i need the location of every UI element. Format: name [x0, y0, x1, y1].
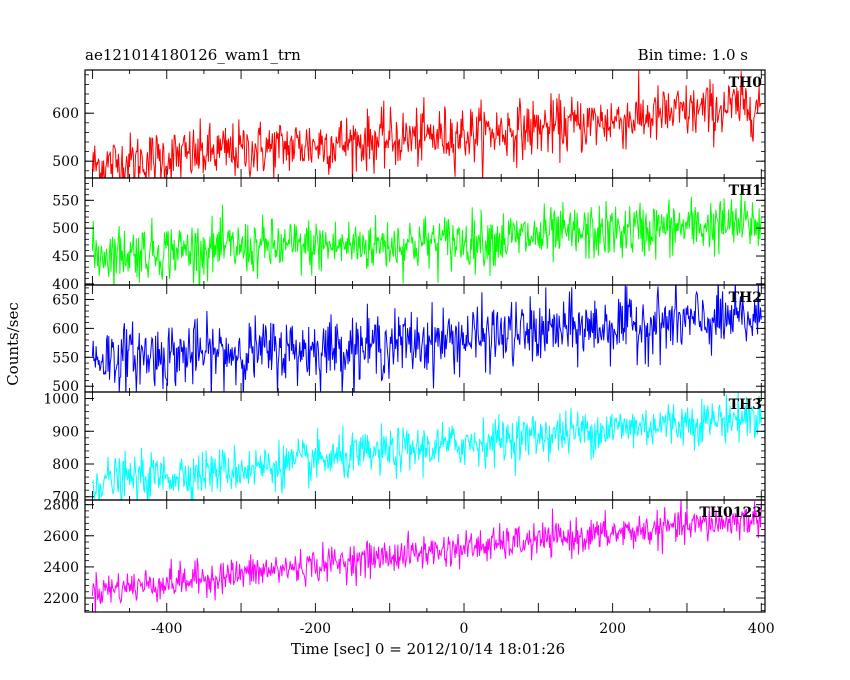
panels-group: 500 600 TH0 400 450 500 550 TH1 500 550 600 650 TH2 7…: [43, 69, 775, 637]
chart-title: ae121014180126_wam1_trn: [85, 46, 301, 64]
panel-frame-th0123: [84, 499, 766, 613]
x-tick-label: 200: [599, 621, 626, 637]
panel-label-th0123: TH0123: [699, 505, 762, 521]
x-tick-label: -400: [151, 621, 182, 637]
y-axis-label: Counts/sec: [4, 302, 22, 386]
x-tick-label: 0: [460, 621, 469, 637]
y-tick-label: 800: [52, 457, 79, 473]
y-tick-label: 600: [52, 106, 79, 122]
y-tick-label: 2200: [43, 591, 79, 607]
y-tick-label: 700: [52, 490, 79, 506]
y-tick-label: 450: [52, 249, 79, 265]
y-tick-label: 2800: [43, 498, 79, 514]
y-tick-label: 500: [52, 379, 79, 395]
x-axis-label: Time [sec] 0 = 2012/10/14 18:01:26: [291, 640, 565, 658]
bin-time-label: Bin time: 1.0 s: [638, 46, 748, 64]
y-tick-label: 2600: [43, 529, 79, 545]
y-tick-label: 550: [52, 193, 79, 209]
series-line-th3: [91, 392, 762, 500]
series-line-th1: [91, 192, 762, 285]
y-tick-label: 500: [52, 221, 79, 237]
series-line-th0: [91, 70, 762, 178]
x-tick-label: -200: [300, 621, 331, 637]
y-tick-label: 550: [52, 350, 79, 366]
y-tick-label: 500: [52, 154, 79, 170]
panel-label-th3: TH3: [729, 397, 762, 413]
y-tick-label: 400: [52, 277, 79, 293]
series-line-th0123: [91, 500, 762, 612]
panel-label-th1: TH1: [729, 183, 762, 199]
panel-label-th2: TH2: [729, 290, 762, 306]
y-tick-label: 600: [52, 321, 79, 337]
panel-label-th0: TH0: [729, 75, 763, 91]
y-tick-label: 2400: [43, 560, 79, 576]
y-tick-label: 650: [52, 292, 79, 308]
x-tick-label: 400: [748, 621, 775, 637]
y-tick-label: 900: [52, 424, 79, 440]
panel-frame-th0: [84, 69, 766, 179]
series-line-th2: [91, 285, 762, 392]
y-tick-label: 1000: [43, 392, 79, 408]
panel-frame-th2: [84, 284, 766, 393]
